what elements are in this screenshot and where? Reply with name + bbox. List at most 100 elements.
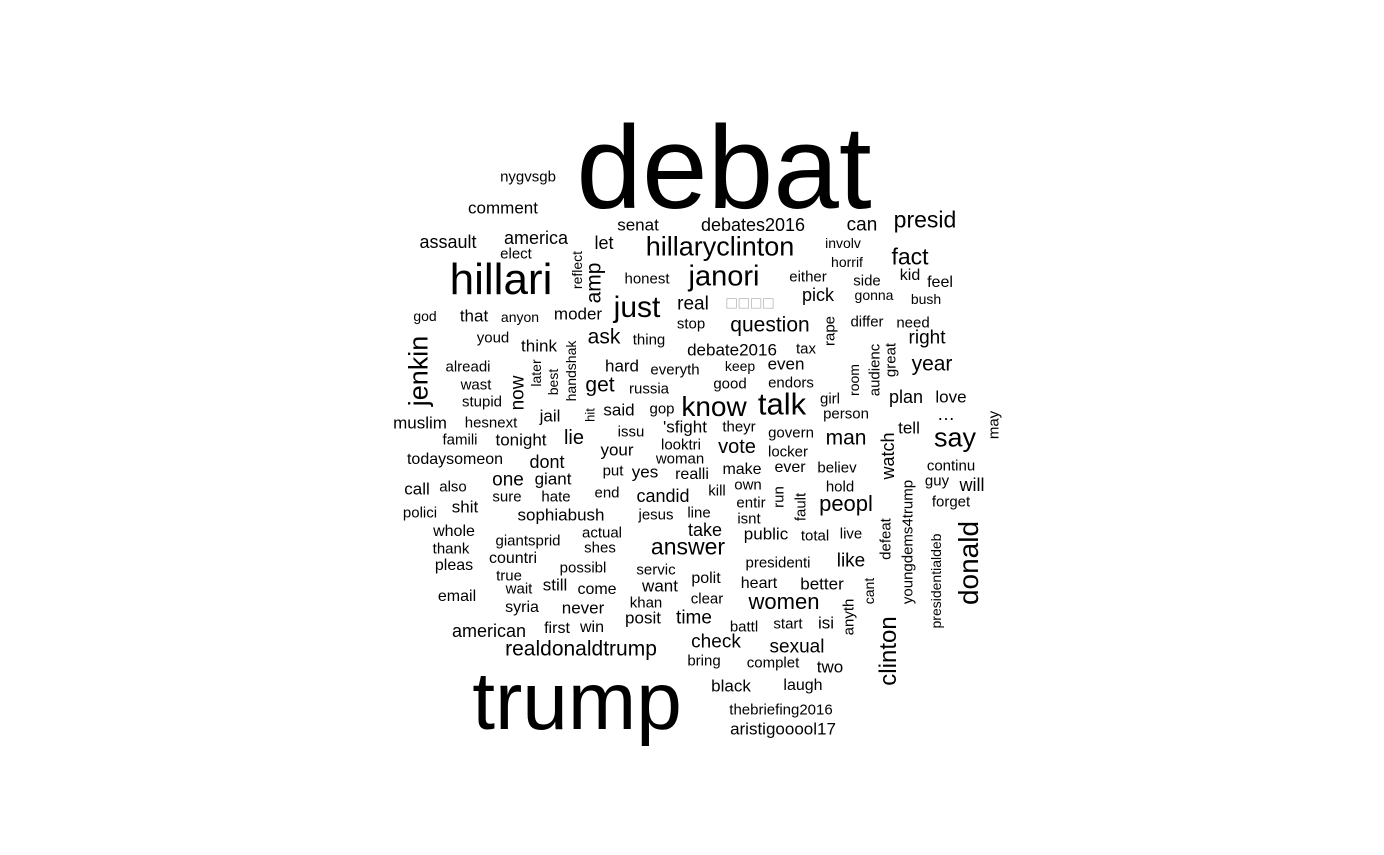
word-trump: trump (472, 656, 682, 747)
word-glyph: … (937, 404, 955, 424)
word-honest: honest (624, 270, 670, 288)
word-forget: forget (931, 493, 971, 511)
word-russia: russia (628, 380, 670, 398)
word-even: even (767, 354, 805, 374)
word-debat: debat (576, 102, 872, 234)
word-youngdems4trump: youngdems4trump (899, 479, 917, 605)
word-bush: bush (910, 291, 942, 307)
word-may: may (985, 410, 1003, 440)
word-famili: famili (442, 431, 478, 449)
word-realdonaldtrump: realdonaldtrump (505, 637, 657, 661)
word-gonna: gonna (854, 287, 894, 303)
word-moder: moder (553, 304, 603, 324)
word-countri: countri (488, 550, 538, 567)
word-continu: continu (926, 457, 976, 475)
word-clear: clear (690, 590, 724, 608)
word-vote: vote (718, 436, 756, 458)
word-sure: sure (492, 488, 522, 506)
word-anyth: anyth (840, 598, 858, 636)
word-total: total (800, 527, 830, 545)
word-jail: jail (539, 406, 561, 426)
word-thing: thing (632, 331, 666, 349)
word-stop: stop (676, 315, 706, 333)
word-love: love (935, 387, 967, 407)
word-later: later (528, 359, 544, 387)
word-alreadi: alreadi (445, 358, 491, 376)
word-america: america (503, 228, 569, 248)
word-believ: believ (817, 459, 857, 477)
word-peopl: peopl (819, 491, 873, 516)
word-real: real (677, 293, 709, 315)
word-elect: elect (500, 245, 532, 263)
word-stupid: stupid (461, 393, 503, 411)
word-god: god (413, 308, 437, 324)
word-posit: posit (625, 608, 661, 628)
word-isnt: isnt (737, 510, 761, 528)
word-glyph: □□□□ (726, 293, 776, 313)
word-one: one (492, 469, 524, 491)
word-first: first (544, 620, 570, 637)
word-complet: complet (746, 654, 800, 672)
word-whole: whole (433, 523, 475, 540)
word-guy: guy (924, 472, 950, 490)
word-lie: lie (563, 427, 585, 449)
word-come: come (577, 581, 617, 598)
word-public: public (743, 524, 789, 544)
word-realli: realli (675, 466, 709, 483)
word-will: will (959, 475, 985, 495)
word-better: better (800, 574, 844, 594)
word-yes: yes (631, 462, 659, 482)
word-own: own (734, 476, 762, 494)
word-get: get (585, 373, 615, 397)
word-still: still (542, 575, 568, 595)
word-giant: giant (534, 469, 572, 489)
word-year: year (911, 352, 953, 376)
word-candid: candid (636, 486, 690, 506)
word-jesus: jesus (638, 506, 674, 524)
word-actual: actual (581, 524, 623, 542)
word-everyth: everyth (650, 361, 700, 379)
word-black: black (711, 676, 751, 696)
word-todaysomeon: todaysomeon (406, 451, 504, 468)
word-said: said (603, 400, 635, 420)
word-room: room (846, 364, 862, 396)
word-woman: woman (655, 450, 705, 468)
word-question: question (730, 313, 810, 337)
word-time: time (676, 607, 712, 629)
word-either: either (789, 268, 827, 286)
word-heart: heart (740, 575, 778, 592)
word-involv: involv (825, 235, 861, 251)
word-clinton: clinton (875, 616, 902, 686)
word-say: say (933, 422, 977, 453)
word-jenkin: jenkin (403, 335, 434, 407)
word-debates2016: debates2016 (700, 215, 806, 235)
word-keep: keep (724, 358, 756, 374)
word-just: just (613, 291, 661, 324)
word-hillaryclinton: hillaryclinton (645, 231, 795, 262)
word-battl: battl (729, 618, 759, 636)
word-presid: presid (893, 206, 957, 233)
word-like: like (836, 550, 866, 572)
word-best: best (545, 368, 561, 396)
word-polit: polit (691, 570, 721, 587)
word-can: can (846, 214, 878, 236)
word-women: women (748, 589, 820, 614)
word-thebriefing2016: thebriefing2016 (729, 701, 833, 719)
word-isi: isi (817, 613, 835, 633)
word-know: know (681, 391, 747, 422)
word-american: american (451, 621, 527, 641)
word-amp: amp (582, 262, 606, 304)
word-possibl: possibl (559, 559, 607, 577)
word-giantsprid: giantsprid (495, 532, 561, 550)
word-looktri: looktri (660, 436, 702, 454)
word-answer: answer (650, 533, 726, 560)
word-horrif: horrif (831, 254, 863, 270)
word-email: email (437, 588, 477, 605)
word-audienc: audienc (866, 343, 884, 397)
word-gop: gop (649, 400, 675, 418)
word-shes: shes (584, 539, 616, 557)
word-hate: hate (541, 488, 571, 506)
word-presidenti: presidenti (745, 554, 811, 572)
word-live: live (839, 525, 863, 543)
